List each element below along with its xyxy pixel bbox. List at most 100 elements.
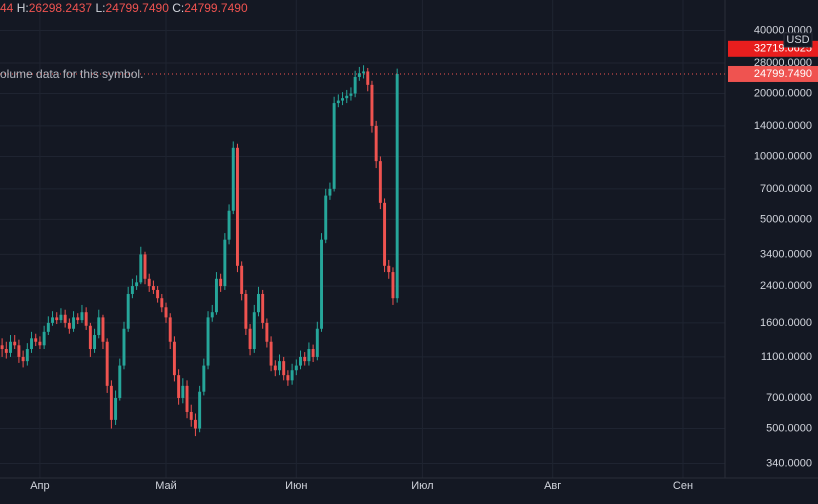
candle-body: [366, 71, 370, 85]
candle-body: [76, 317, 80, 321]
candle-body: [34, 338, 38, 342]
candle-body: [0, 345, 4, 350]
candle-body: [235, 147, 239, 266]
notice: olume data for this symbol.: [0, 67, 143, 81]
candle-body: [156, 289, 160, 299]
candle-body: [118, 365, 122, 398]
candle-body: [227, 210, 231, 240]
candle-body: [362, 71, 366, 74]
candle-body: [25, 349, 29, 362]
candle-body: [353, 76, 357, 94]
candle-body: [391, 272, 395, 299]
candle-body: [210, 312, 214, 318]
candle-body: [240, 265, 244, 294]
candle-body: [135, 282, 139, 287]
candle-body: [248, 328, 252, 350]
candle-body: [223, 239, 227, 287]
candle-body: [164, 307, 168, 318]
x-tick-label: Май: [155, 480, 177, 492]
candle-body: [378, 161, 382, 203]
y-tick-label: 14000.0000: [754, 120, 812, 132]
candle-body: [84, 312, 88, 326]
x-tick-label: Сен: [673, 480, 693, 492]
candle-body: [59, 314, 63, 321]
candle-body: [290, 370, 294, 381]
candles: [0, 65, 399, 437]
y-tick-label: 500.0000: [766, 422, 812, 434]
header-h: H:: [17, 1, 29, 15]
last-price-box: [728, 65, 818, 82]
candle-body: [328, 188, 332, 196]
y-tick-label: 1600.0000: [760, 317, 812, 329]
candle-body: [214, 278, 218, 313]
candle-body: [143, 254, 147, 279]
header-low: 24799.7490: [105, 1, 169, 15]
currency-label: USD: [786, 34, 809, 46]
candle-body: [219, 278, 223, 287]
x-tick-label: Апр: [30, 480, 49, 492]
y-tick-label: 5000.0000: [760, 213, 812, 225]
candle-body: [320, 239, 323, 329]
candle-body: [172, 341, 176, 376]
candle-body: [387, 265, 391, 273]
candle-body: [101, 317, 105, 342]
candle-body: [324, 195, 328, 240]
candle-body: [345, 95, 349, 99]
candle-body: [244, 293, 248, 329]
grid: [0, 0, 725, 478]
candle-body: [202, 365, 206, 392]
candle-body: [168, 317, 172, 342]
x-tick-label: Июл: [411, 480, 433, 492]
y-tick-label: 340.0000: [766, 457, 812, 469]
candle-body: [278, 361, 281, 371]
candle-body: [9, 341, 12, 353]
candle-body: [374, 125, 378, 162]
candle-body: [42, 331, 46, 346]
axes: 40000.000028000.000020000.000014000.0000…: [0, 24, 818, 492]
header-c: C:: [172, 1, 184, 15]
candle-body: [38, 341, 42, 346]
candle-body: [80, 312, 84, 321]
candle-body: [13, 341, 17, 346]
y-tick-label: 1100.0000: [761, 351, 812, 363]
candle-body: [4, 349, 8, 353]
candle-body: [130, 286, 134, 294]
header-high: 26298.2437: [29, 1, 93, 15]
candle-body: [257, 293, 260, 313]
candle-body: [114, 397, 118, 420]
candle-body: [349, 93, 353, 96]
candle-body: [139, 254, 143, 283]
y-tick-label: 7000.0000: [760, 183, 812, 195]
candle-body: [231, 147, 235, 211]
candle-body: [147, 278, 151, 287]
candle-body: [282, 361, 286, 376]
candle-body: [273, 365, 277, 371]
header-close: 24799.7490: [184, 1, 248, 15]
candle-body: [160, 298, 164, 308]
candle-body: [72, 317, 76, 329]
candle-body: [88, 325, 92, 350]
candle-body: [185, 385, 189, 412]
y-tick-label: 2400.0000: [760, 280, 812, 292]
candle-body: [151, 286, 155, 290]
candle-body: [189, 411, 193, 420]
candle-body: [315, 328, 319, 357]
candle-body: [336, 100, 340, 104]
candle-body: [341, 98, 345, 101]
candle-body: [294, 365, 298, 371]
header-l: L:: [95, 1, 105, 15]
x-tick-label: Авг: [544, 480, 561, 492]
y-tick-label: 20000.0000: [754, 87, 812, 99]
candle-body: [181, 385, 185, 398]
candle-body: [198, 391, 202, 429]
last-price-label: 24799.7490: [754, 68, 812, 80]
y-tick-label: 700.0000: [766, 392, 812, 404]
y-tick-label: 3400.0000: [760, 248, 812, 260]
candle-body: [383, 202, 387, 266]
x-tick-label: Июн: [285, 480, 307, 492]
candle-body: [55, 317, 59, 321]
header: 44 H:26298.2437 L:24799.7490 C:24799.749…: [0, 1, 248, 15]
